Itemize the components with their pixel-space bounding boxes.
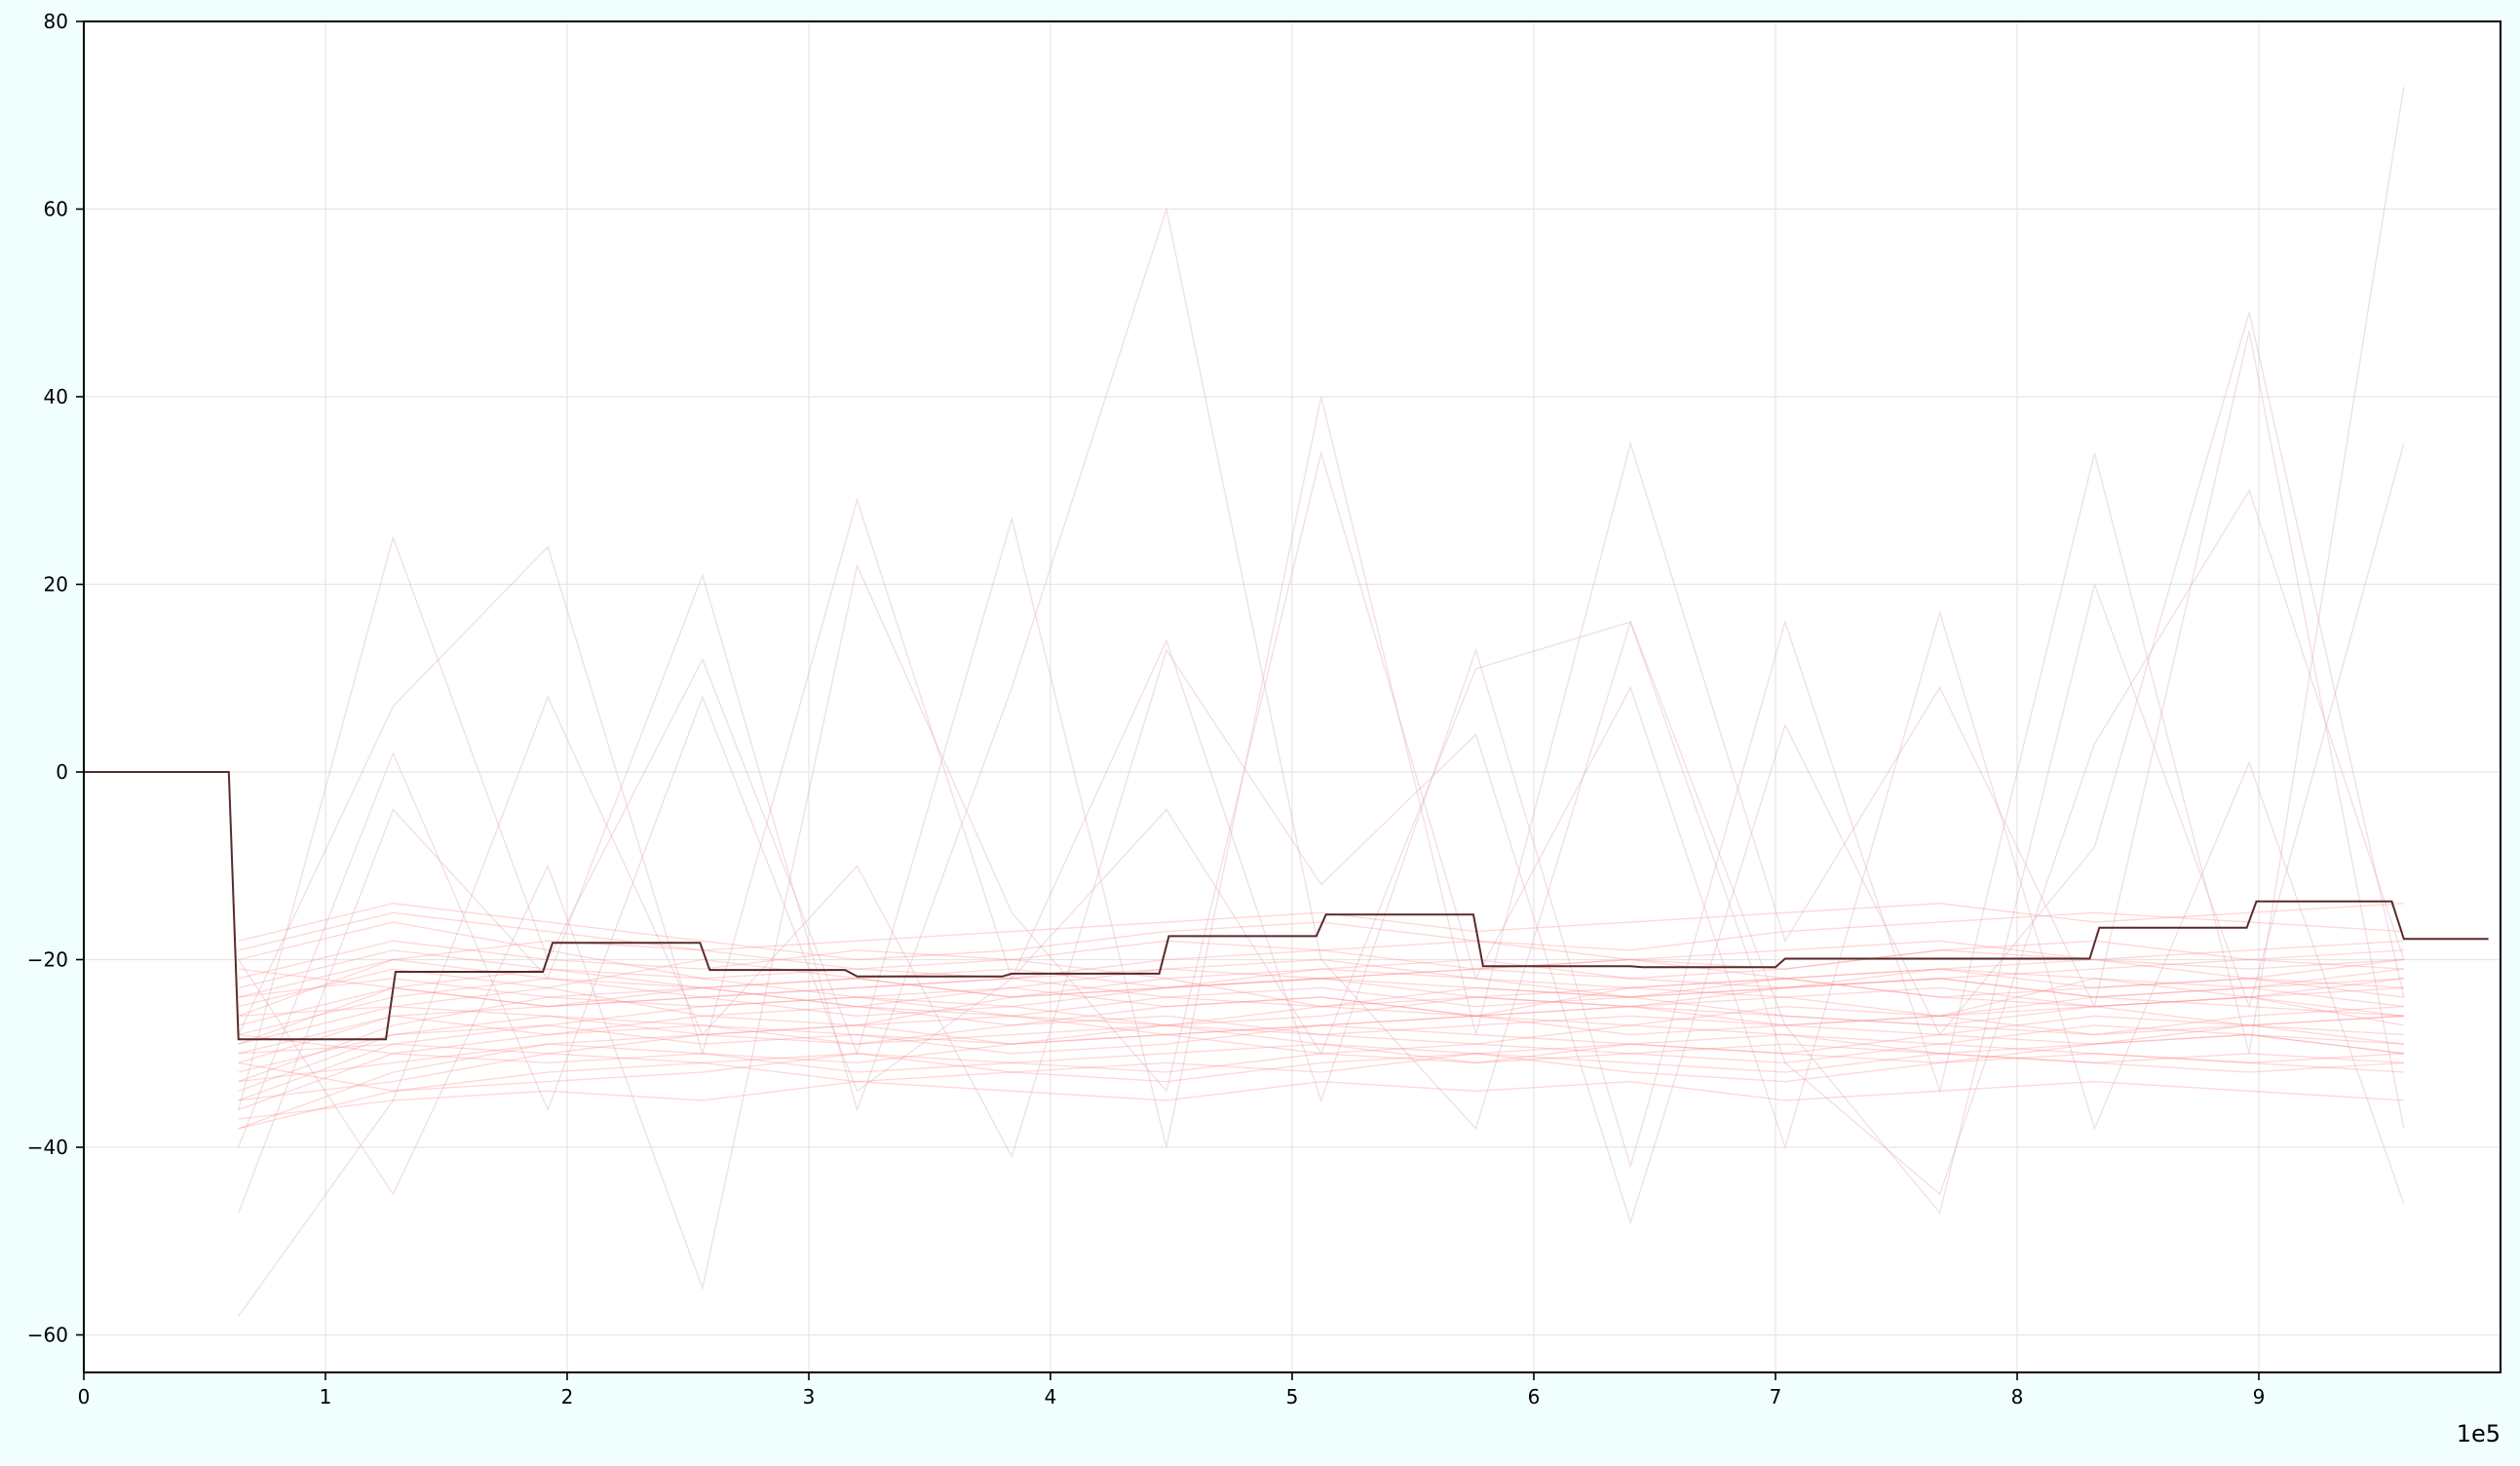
spike-series-line	[238, 450, 2405, 1291]
grid-lines	[83, 20, 2501, 1372]
background-series-line	[238, 996, 2404, 1055]
highlight-series-line	[84, 771, 2489, 1041]
background-series-line	[238, 903, 2404, 951]
background-series-line	[238, 1043, 2404, 1130]
x-tick-label: 8	[2011, 1385, 2024, 1408]
x-tick-label: 1	[320, 1385, 332, 1408]
spike-series-line	[238, 312, 2405, 1317]
spike-series-line	[238, 330, 2405, 1148]
x-tick-label: 6	[1528, 1385, 1541, 1408]
background-series-line	[238, 1015, 2404, 1083]
background-series-line	[238, 949, 2404, 1008]
spike-series-line	[238, 443, 2405, 1215]
background-series-line	[238, 1015, 2404, 1092]
x-axis: 0 1 2 3 4 5 6 7 8 9	[78, 1372, 2266, 1408]
background-series-line	[238, 996, 2404, 1064]
background-series-line	[238, 1005, 2404, 1101]
x-tick-label: 3	[803, 1385, 816, 1408]
background-series-line	[238, 968, 2404, 1008]
background-series-line	[238, 958, 2404, 1008]
background-series-line	[238, 1043, 2404, 1111]
background-series-line	[238, 940, 2404, 998]
y-tick-label: 0	[56, 760, 68, 784]
y-tick-label: 60	[44, 198, 68, 221]
background-series-group	[238, 87, 2405, 1317]
spike-series-line	[238, 206, 2405, 1214]
background-series-line	[238, 968, 2404, 1083]
x-tick-label: 4	[1045, 1385, 1057, 1408]
background-series-line	[238, 1033, 2404, 1130]
x-axis-offset-label: 1e5	[2457, 1420, 2501, 1447]
background-series-line	[238, 940, 2404, 980]
background-series-line	[238, 978, 2404, 1017]
y-tick-label: −40	[27, 1136, 68, 1159]
y-tick-label: 40	[44, 385, 68, 408]
y-tick-label: 20	[44, 573, 68, 597]
x-tick-label: 5	[1286, 1385, 1299, 1408]
background-series-line	[238, 968, 2404, 1045]
background-series-line	[238, 921, 2404, 980]
x-tick-label: 9	[2253, 1385, 2266, 1408]
background-series-line	[238, 958, 2404, 1017]
background-series-line	[238, 1024, 2404, 1073]
background-series-line	[238, 986, 2404, 1055]
background-series-line	[238, 1024, 2404, 1055]
y-axis: −60 −40 −20 0 20 40 60 80	[27, 10, 84, 1347]
y-tick-label: −20	[27, 948, 68, 972]
background-series-line	[238, 968, 2404, 1026]
background-series-line	[238, 978, 2404, 1045]
background-series-line	[238, 978, 2404, 1036]
background-series-line	[238, 1053, 2404, 1101]
x-tick-label: 2	[561, 1385, 574, 1408]
background-series-line	[238, 1053, 2404, 1092]
y-tick-label: 80	[44, 10, 68, 33]
spike-series-line	[238, 87, 2405, 1169]
x-tick-label: 0	[78, 1385, 91, 1408]
background-series-line	[238, 903, 2404, 961]
background-series-line	[238, 1005, 2404, 1055]
background-series-line	[238, 1080, 2404, 1120]
highlight-series-group	[84, 771, 2489, 1041]
y-tick-label: −60	[27, 1324, 68, 1347]
x-tick-label: 7	[1770, 1385, 1782, 1408]
